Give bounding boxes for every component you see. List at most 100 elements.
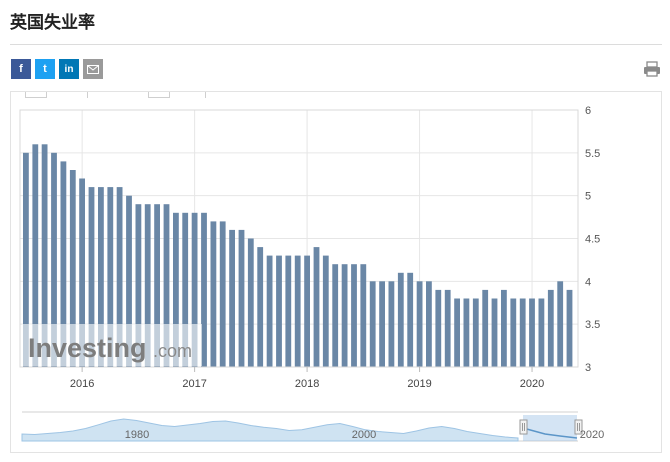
toolbar-divider	[205, 92, 206, 98]
x-tick-label: 2017	[182, 378, 206, 390]
bar[interactable]	[444, 289, 451, 367]
plot-border	[19, 109, 579, 368]
navigator-left-handle[interactable]	[519, 419, 528, 435]
facebook-share-button[interactable]: f	[11, 59, 31, 79]
bar[interactable]	[472, 298, 479, 368]
x-tick-label: 2018	[295, 378, 319, 390]
bar[interactable]	[510, 298, 517, 368]
bar[interactable]	[491, 298, 498, 368]
bar[interactable]	[23, 152, 29, 367]
bar[interactable]	[201, 212, 207, 367]
navigator-area	[21, 418, 519, 442]
navigator-year-label: 2000	[352, 429, 376, 441]
y-tick-label: 4.5	[585, 234, 600, 246]
navigator-year-label: 1980	[125, 429, 149, 441]
bar[interactable]	[163, 204, 170, 367]
y-axis-labels: 3 3.5 4 4.5 5 5.5 6	[585, 105, 600, 374]
share-bar: f t in	[11, 59, 103, 79]
bar[interactable]	[285, 255, 292, 367]
bar[interactable]	[182, 212, 189, 367]
bar[interactable]	[88, 187, 95, 367]
toolbar-tab[interactable]	[148, 92, 170, 98]
bar[interactable]	[247, 238, 254, 368]
bar[interactable]	[538, 298, 545, 368]
navigator-selected-line	[522, 427, 578, 439]
watermark-brand: Investing	[28, 333, 147, 363]
y-tick-label: 4	[585, 276, 591, 288]
y-tick-label: 3	[585, 362, 591, 374]
bar[interactable]	[257, 247, 264, 367]
bar[interactable]	[107, 187, 114, 367]
bar[interactable]	[360, 264, 367, 367]
bar[interactable]	[529, 298, 535, 368]
y-tick-label: 5.5	[585, 148, 600, 160]
bar[interactable]	[397, 272, 404, 367]
bar[interactable]	[322, 255, 329, 367]
bar[interactable]	[229, 229, 235, 367]
bar[interactable]	[332, 264, 339, 367]
x-tick-label: 2019	[407, 378, 431, 390]
x-axis-labels: 2016 2017 2018 2019 2020	[70, 367, 544, 390]
watermark: Investing .com	[22, 324, 202, 366]
bar[interactable]	[154, 204, 160, 367]
linkedin-share-button[interactable]: in	[59, 59, 79, 79]
bar[interactable]	[135, 204, 142, 367]
bar[interactable]	[60, 161, 67, 367]
bar[interactable]	[219, 221, 226, 367]
bar[interactable]	[341, 264, 348, 367]
bar[interactable]	[557, 281, 564, 367]
bar[interactable]	[369, 281, 376, 367]
bar[interactable]	[379, 281, 385, 367]
toolbar-divider	[87, 92, 88, 98]
bar[interactable]	[304, 255, 310, 367]
bar[interactable]	[144, 204, 151, 367]
bar[interactable]	[116, 187, 123, 367]
bar[interactable]	[566, 289, 573, 367]
bar[interactable]	[210, 221, 217, 367]
y-tick-label: 5	[585, 191, 591, 203]
bar[interactable]	[41, 144, 48, 367]
bar[interactable]	[435, 289, 442, 367]
title-divider	[10, 44, 662, 45]
bar[interactable]	[276, 255, 282, 367]
chart-frame	[10, 91, 662, 453]
bar[interactable]	[79, 178, 85, 368]
bar[interactable]	[426, 281, 432, 367]
bar[interactable]	[266, 255, 273, 367]
bar[interactable]	[501, 289, 507, 367]
bar[interactable]	[32, 144, 39, 367]
y-tick-label: 3.5	[585, 319, 600, 331]
bar[interactable]	[126, 195, 132, 367]
x-tick-label: 2016	[70, 378, 94, 390]
bar[interactable]	[191, 212, 198, 367]
bar[interactable]	[98, 187, 104, 367]
print-icon[interactable]	[643, 61, 661, 77]
navigator-right-handle[interactable]	[574, 419, 583, 435]
bar[interactable]	[238, 229, 245, 367]
twitter-share-button[interactable]: t	[35, 59, 55, 79]
email-share-button[interactable]	[83, 59, 103, 79]
watermark-suffix: .com	[153, 341, 192, 361]
bar[interactable]	[313, 247, 320, 367]
navigator-year-label: 2020	[580, 429, 604, 441]
bar[interactable]	[69, 170, 76, 367]
bar[interactable]	[454, 298, 460, 368]
bar-series	[23, 144, 573, 368]
bar[interactable]	[519, 298, 526, 368]
bar[interactable]	[173, 212, 179, 367]
bar[interactable]	[407, 272, 414, 367]
bar[interactable]	[351, 264, 357, 367]
bar[interactable]	[51, 152, 57, 367]
y-tick-label: 6	[585, 105, 591, 117]
toolbar-tab[interactable]	[25, 92, 47, 98]
bar[interactable]	[416, 281, 423, 367]
mail-icon	[87, 64, 99, 74]
range-navigator[interactable]: 1980 2000 2020	[21, 411, 604, 442]
bar[interactable]	[294, 255, 301, 367]
bar[interactable]	[463, 298, 470, 368]
bar[interactable]	[482, 289, 489, 367]
x-tick-label: 2020	[520, 378, 544, 390]
bar[interactable]	[547, 289, 554, 367]
bar[interactable]	[388, 281, 395, 367]
